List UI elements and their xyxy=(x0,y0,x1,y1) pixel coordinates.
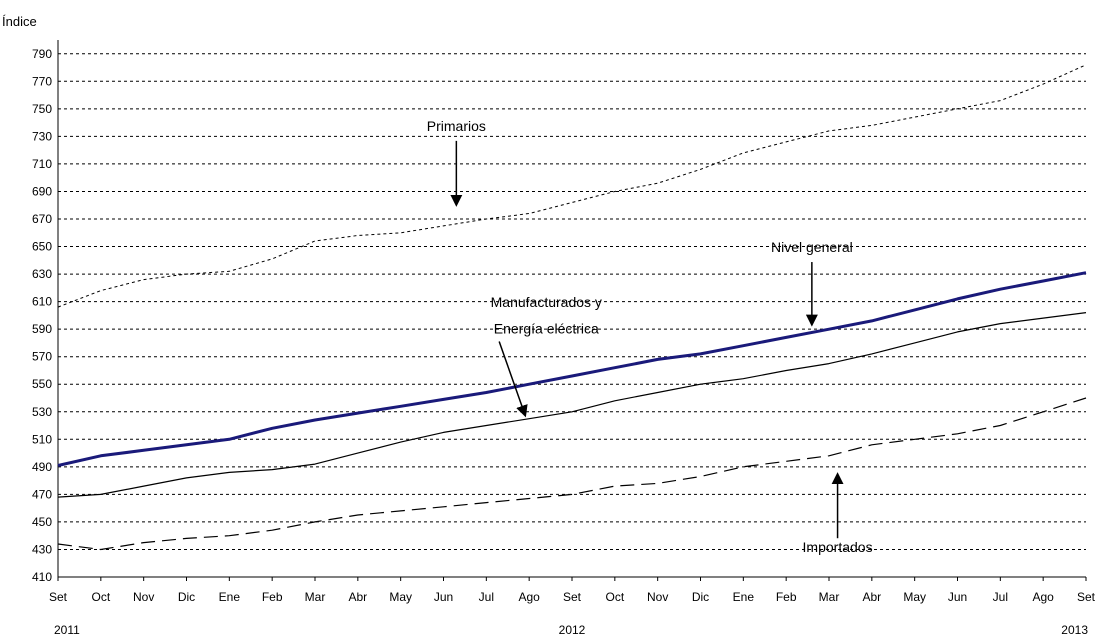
y-tick-label: 710 xyxy=(32,157,52,171)
annotation-label: Energía eléctrica xyxy=(494,320,599,336)
y-tick-label: 530 xyxy=(32,405,52,419)
x-tick-label: Oct xyxy=(605,590,624,604)
annotation-label: Primarios xyxy=(427,118,486,134)
annotations: Primarios Nivel general Manufacturados y En… xyxy=(427,118,873,555)
x-tick-label: Mar xyxy=(305,590,326,604)
annotation-label: Nivel general xyxy=(771,239,853,255)
year-label: 2012 xyxy=(559,623,586,637)
series-line-nivel-general xyxy=(57,271,1087,467)
x-tick-label: Ene xyxy=(219,590,241,604)
y-tick-label: 770 xyxy=(32,74,52,88)
year-label: 2011 xyxy=(54,623,80,637)
annotation-arrow xyxy=(498,341,528,418)
y-axis-label: Índice xyxy=(2,14,37,29)
y-tick-label: 570 xyxy=(32,350,52,364)
y-tick-label: 430 xyxy=(32,542,52,556)
x-tick-label: Dic xyxy=(692,590,709,604)
annotation-label: Manufacturados y xyxy=(491,294,602,310)
y-tick-label: 450 xyxy=(32,515,52,529)
x-tick-label: Jun xyxy=(948,590,967,604)
x-tick-label: Nov xyxy=(133,590,154,604)
y-tick-label: 650 xyxy=(32,240,52,254)
y-tick-label: 730 xyxy=(32,129,52,143)
x-tick-label: Feb xyxy=(776,590,797,604)
y-tick-label: 790 xyxy=(32,47,52,61)
y-tick-label: 490 xyxy=(32,460,52,474)
y-tick-label: 470 xyxy=(32,487,52,501)
x-tick-label: Mar xyxy=(819,590,840,604)
x-tick-label: Ago xyxy=(518,590,540,604)
series-line-manufacturados-y-energ-a-el-ctrica xyxy=(57,312,1087,498)
y-tick-label: 510 xyxy=(32,432,52,446)
y-tick-label: 750 xyxy=(32,102,52,116)
series-lines xyxy=(57,64,1087,551)
x-tick-label: Feb xyxy=(262,590,283,604)
x-tick-label: Set xyxy=(563,590,582,604)
x-tick-label: Ene xyxy=(733,590,755,604)
y-tick-label: 610 xyxy=(32,295,52,309)
x-tick-label: Abr xyxy=(862,590,881,604)
x-tick-label: Jul xyxy=(479,590,494,604)
series-line-importados xyxy=(57,397,1087,551)
x-tick-label: Abr xyxy=(348,590,367,604)
x-tick-label: Nov xyxy=(647,590,668,604)
x-tick-label: Dic xyxy=(178,590,195,604)
x-axis: Set Oct Nov Dic Ene Feb Mar Abr May Jun Jul Ago Set O… xyxy=(49,40,1096,637)
x-tick-label: Set xyxy=(1077,590,1096,604)
series-line-primarios xyxy=(57,64,1087,308)
x-tick-label: Jul xyxy=(993,590,1008,604)
x-tick-label: Oct xyxy=(91,590,110,604)
x-tick-label: Jun xyxy=(434,590,453,604)
x-tick-label: Set xyxy=(49,590,68,604)
annotation-label: Importados xyxy=(803,539,873,555)
x-tick-label: Ago xyxy=(1032,590,1054,604)
y-tick-label: 550 xyxy=(32,377,52,391)
y-tick-label: 630 xyxy=(32,267,52,281)
y-tick-labels: 410 430 450 470 490 510 530 550 570 590 610 630 650 6… xyxy=(32,47,52,584)
x-tick-label: May xyxy=(389,590,412,604)
y-tick-label: 690 xyxy=(32,184,52,198)
y-tick-label: 410 xyxy=(32,570,52,584)
x-tick-label: May xyxy=(903,590,926,604)
y-tick-label: 670 xyxy=(32,212,52,226)
y-tick-label: 590 xyxy=(32,322,52,336)
year-label: 2013 xyxy=(1061,623,1088,637)
